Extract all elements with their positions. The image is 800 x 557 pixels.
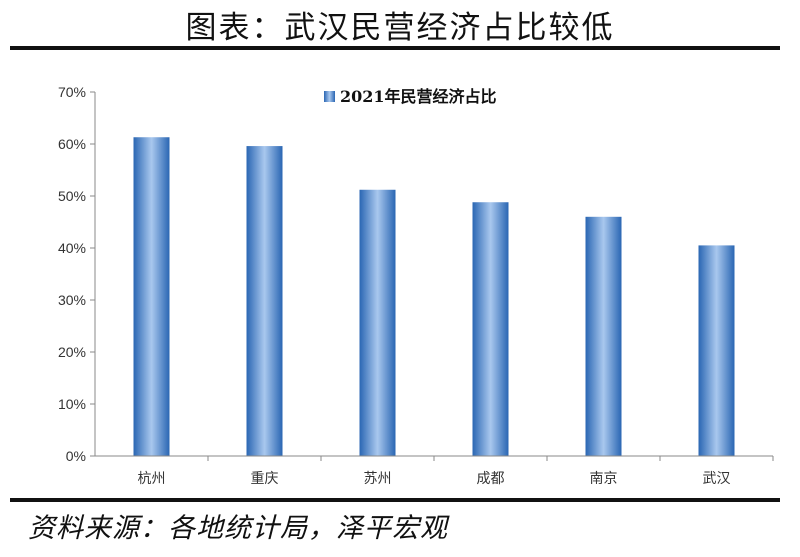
legend-swatch [324,91,335,102]
bar-chart: 0% 10% 20% 30% 40% 50% 60% 70% 杭州 重庆 苏州 成都 南京 武汉 202… [58,84,774,487]
x-tick-label: 重庆 [251,471,279,487]
y-tick-label: 50% [58,188,86,204]
x-tick-label: 南京 [590,471,618,487]
y-tick-label: 10% [58,396,86,412]
bar-南京 [585,216,622,456]
y-tick-label: 70% [58,84,86,100]
x-axis-labels: 杭州 重庆 苏州 成都 南京 武汉 [138,456,774,487]
x-tick-label: 苏州 [364,471,392,487]
y-tick-label: 20% [58,344,86,360]
x-tick-label: 成都 [477,471,505,487]
y-tick-label: 30% [58,292,86,308]
bar-成都 [472,202,509,456]
y-tick-label: 60% [58,136,86,152]
title-divider [10,46,780,50]
bar-苏州 [359,189,396,456]
bar-series [133,137,735,456]
source-note: 资料来源：各地统计局，泽平宏观 [28,513,448,544]
chart-title: 图表：武汉民营经济占比较低 [185,10,615,46]
bar-重庆 [246,146,283,456]
legend-label: 2021年民营经济占比 [340,87,497,106]
y-tick-label: 0% [66,448,86,464]
bar-杭州 [133,137,170,456]
bar-武汉 [698,245,735,456]
footer-divider [10,498,780,502]
y-axis-ticks: 0% 10% 20% 30% 40% 50% 60% 70% [58,84,95,464]
x-tick-label: 武汉 [703,471,731,487]
y-tick-label: 40% [58,240,86,256]
x-tick-label: 杭州 [138,471,166,487]
legend: 2021年民营经济占比 [324,87,497,106]
